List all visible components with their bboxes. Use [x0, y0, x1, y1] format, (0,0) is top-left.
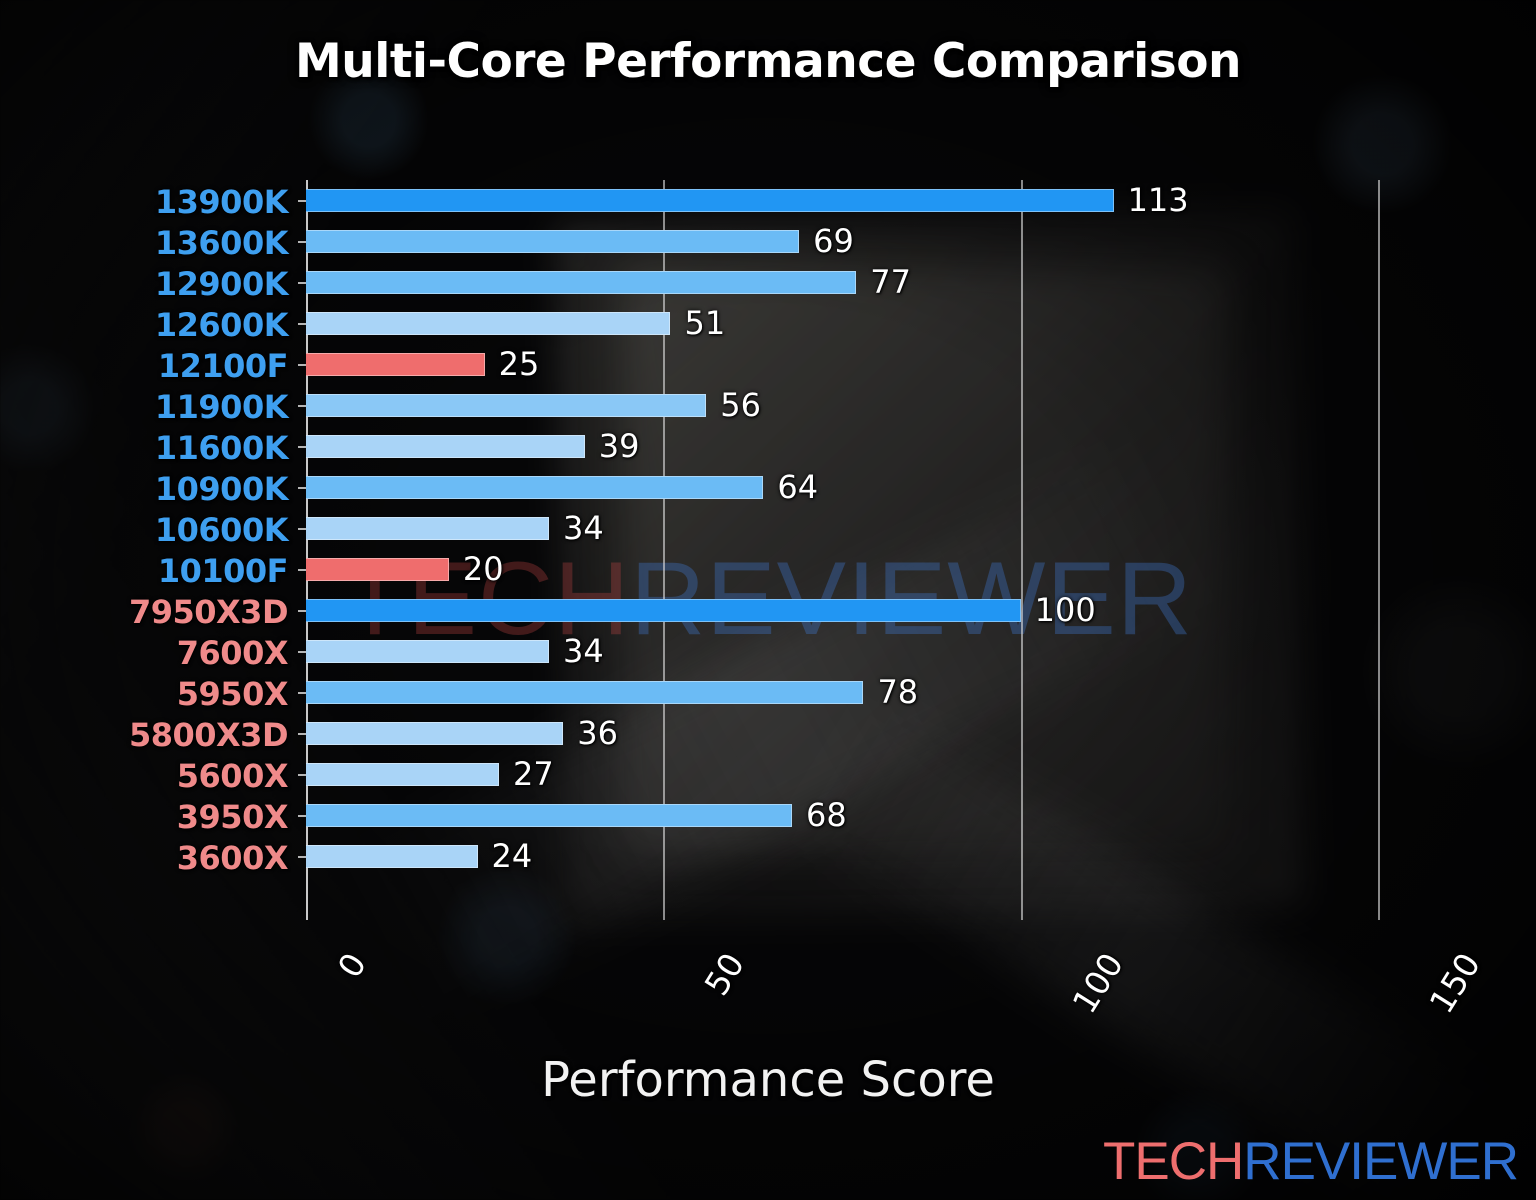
bar-value-11900k: 56 — [720, 386, 761, 424]
y-label-13600k: 13600K — [154, 224, 289, 262]
bar-value-12900k: 77 — [870, 263, 911, 301]
brand-logo-tech: TECH — [1103, 1132, 1244, 1191]
bar-12100f[interactable] — [306, 353, 485, 376]
bar-3600x[interactable] — [306, 845, 478, 868]
y-label-10900k: 10900K — [154, 470, 289, 508]
y-axis-tick — [298, 364, 306, 366]
y-label-11600k: 11600K — [154, 429, 289, 467]
bar-3950x[interactable] — [306, 804, 792, 827]
bar-10600k[interactable] — [306, 517, 549, 540]
y-axis-tick — [298, 815, 306, 817]
y-axis-tick — [298, 610, 306, 612]
bar-12600k[interactable] — [306, 312, 671, 335]
bar-row: 100 — [298, 590, 1378, 631]
plot-area: 113 69 77 51 25 56 39 64 34 20 100 34 78 36 27 68 24 — [298, 180, 1380, 920]
y-label-10100f: 10100F — [157, 552, 289, 590]
bar-10100f[interactable] — [306, 558, 449, 581]
bar-row: 36 — [298, 713, 1378, 754]
bar-row: 68 — [298, 795, 1378, 836]
y-axis-tick — [298, 774, 306, 776]
bar-11900k[interactable] — [306, 394, 707, 417]
y-label-11900k: 11900K — [154, 388, 289, 426]
bar-value-13600k: 69 — [813, 222, 854, 260]
bar-row: 20 — [298, 549, 1378, 590]
bar-5950x[interactable] — [306, 681, 864, 704]
bar-10900k[interactable] — [306, 476, 764, 499]
y-axis-tick — [298, 241, 306, 243]
bar-value-10100f: 20 — [462, 550, 504, 588]
x-axis-title: Performance Score — [541, 1052, 995, 1108]
bar-11600k[interactable] — [306, 435, 585, 458]
bar-row: 113 — [298, 180, 1378, 221]
bar-5800x3d[interactable] — [306, 722, 564, 745]
bar-value-7600x: 34 — [562, 632, 604, 670]
bar-row: 77 — [298, 262, 1378, 303]
y-axis-tick — [298, 856, 306, 858]
gridline-0 — [306, 180, 308, 920]
bar-value-13900k: 113 — [1127, 181, 1189, 219]
y-axis-tick — [298, 651, 306, 653]
bar-value-10900k: 64 — [777, 468, 819, 506]
y-label-5800x3d: 5800X3D — [128, 716, 289, 754]
y-label-12900k: 12900K — [154, 265, 289, 303]
y-label-5600x: 5600X — [176, 757, 289, 795]
bar-5600x[interactable] — [306, 763, 499, 786]
bar-13900k[interactable] — [306, 189, 1114, 212]
bar-row: 34 — [298, 508, 1378, 549]
y-axis-tick — [298, 446, 306, 448]
gridline-100 — [1020, 180, 1023, 920]
bar-value-3950x: 68 — [805, 796, 847, 834]
bar-row: 27 — [298, 754, 1378, 795]
bar-value-3600x: 24 — [491, 837, 533, 875]
brand-logo-reviewer: REVIEWER — [1243, 1132, 1519, 1191]
y-axis-tick — [298, 282, 306, 284]
brand-logo: TECHREVIEWER — [1103, 1131, 1519, 1192]
bar-7600x[interactable] — [306, 640, 549, 663]
y-label-12600k: 12600K — [154, 306, 289, 344]
bar-row: 34 — [298, 631, 1378, 672]
bar-value-5800x3d: 36 — [577, 714, 618, 752]
y-label-7950x3d: 7950X3D — [128, 593, 289, 631]
y-axis-tick — [298, 405, 306, 407]
y-axis-tick — [298, 323, 306, 325]
y-label-13900k: 13900K — [154, 183, 289, 221]
y-label-12100f: 12100F — [157, 347, 289, 385]
bar-row: 56 — [298, 385, 1378, 426]
bar-row: 25 — [298, 344, 1378, 385]
bar-13600k[interactable] — [306, 230, 800, 253]
bar-row: 64 — [298, 467, 1378, 508]
bar-value-5600x: 27 — [512, 755, 554, 793]
bar-value-5950x: 78 — [877, 673, 919, 711]
y-axis-tick — [298, 733, 306, 735]
bar-value-7950x3d: 100 — [1034, 591, 1096, 629]
y-label-3600x: 3600X — [176, 839, 289, 877]
bar-value-12600k: 51 — [684, 304, 726, 342]
y-axis-tick — [298, 692, 306, 694]
y-label-10600k: 10600K — [154, 511, 289, 549]
y-axis-tick — [298, 487, 306, 489]
y-axis-tick — [298, 569, 306, 571]
y-axis-tick — [298, 200, 306, 202]
bar-value-11600k: 39 — [598, 427, 640, 465]
bar-value-10600k: 34 — [562, 509, 604, 547]
bar-row: 24 — [298, 836, 1378, 877]
gridline-50 — [663, 180, 666, 920]
bar-7950x3d[interactable] — [306, 599, 1021, 622]
y-label-3950x: 3950X — [176, 798, 289, 836]
bar-row: 39 — [298, 426, 1378, 467]
y-axis-tick — [298, 528, 306, 530]
bar-row: 51 — [298, 303, 1378, 344]
bar-12900k[interactable] — [306, 271, 857, 294]
y-label-5950x: 5950X — [176, 675, 289, 713]
gridline-150 — [1378, 180, 1380, 920]
chart-title: Multi-Core Performance Comparison — [295, 34, 1241, 89]
y-label-7600x: 7600X — [176, 634, 289, 672]
bar-row: 69 — [298, 221, 1378, 262]
bar-value-12100f: 25 — [498, 345, 540, 383]
bar-row: 78 — [298, 672, 1378, 713]
